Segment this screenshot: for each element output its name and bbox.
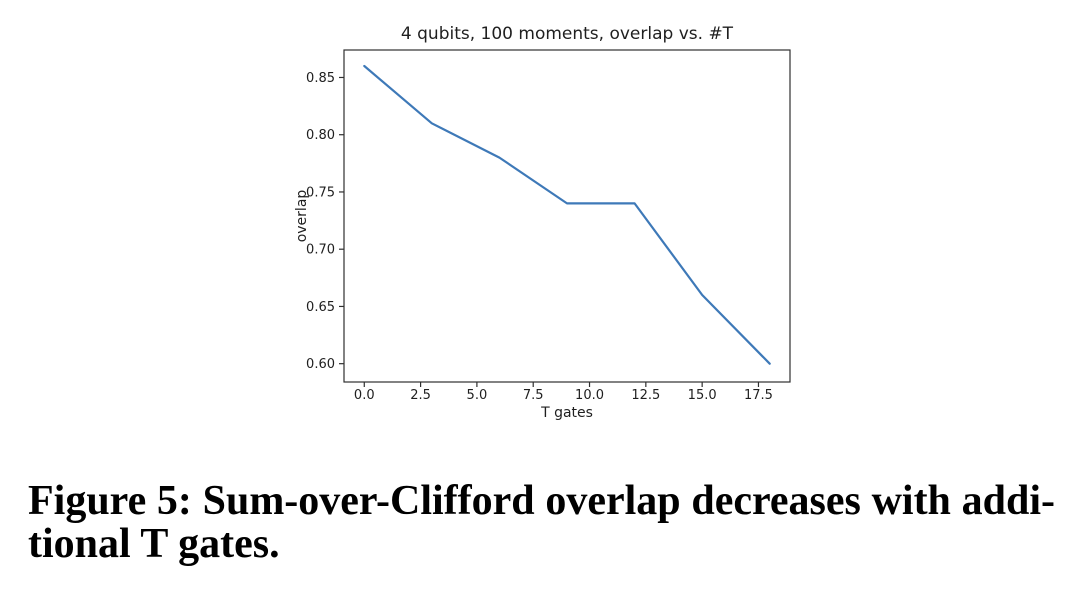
matplotlib-figure: 4 qubits, 100 moments, overlap vs. #T ov… <box>294 24 791 421</box>
line-chart-plot-area: 0.0 2.5 5.0 7.5 10.0 12.5 15.0 17.5 0.85 0.80 0.75… <box>306 49 791 403</box>
figure-caption: Figure 5: Sum-over-Clifford overlap decr… <box>28 480 1055 566</box>
x-tick-label: 5.0 <box>467 388 488 403</box>
y-tick-label: 0.85 <box>306 71 335 86</box>
x-tick-label: 2.5 <box>410 388 431 403</box>
y-tick-label: 0.60 <box>306 357 335 372</box>
x-tick-label: 15.0 <box>688 388 717 403</box>
x-tick-label: 17.5 <box>744 388 773 403</box>
caption-line-2: tional T gates. <box>28 521 280 567</box>
y-tick-label: 0.80 <box>306 128 335 143</box>
x-axis-label: T gates <box>541 405 593 421</box>
caption-line-1: Figure 5: Sum-over-Clifford overlap decr… <box>28 478 1055 524</box>
chart-title: 4 qubits, 100 moments, overlap vs. #T <box>400 24 734 44</box>
y-tick-label: 0.65 <box>306 300 335 315</box>
x-tick-label: 7.5 <box>523 388 544 403</box>
overlap-data-line <box>363 64 771 365</box>
y-tick-label: 0.75 <box>306 185 335 200</box>
plot-border <box>343 49 791 383</box>
x-tick-label: 0.0 <box>354 388 375 403</box>
y-tick-label: 0.70 <box>306 243 335 258</box>
x-tick-label: 10.0 <box>575 388 604 403</box>
x-tick-label: 12.5 <box>631 388 660 403</box>
